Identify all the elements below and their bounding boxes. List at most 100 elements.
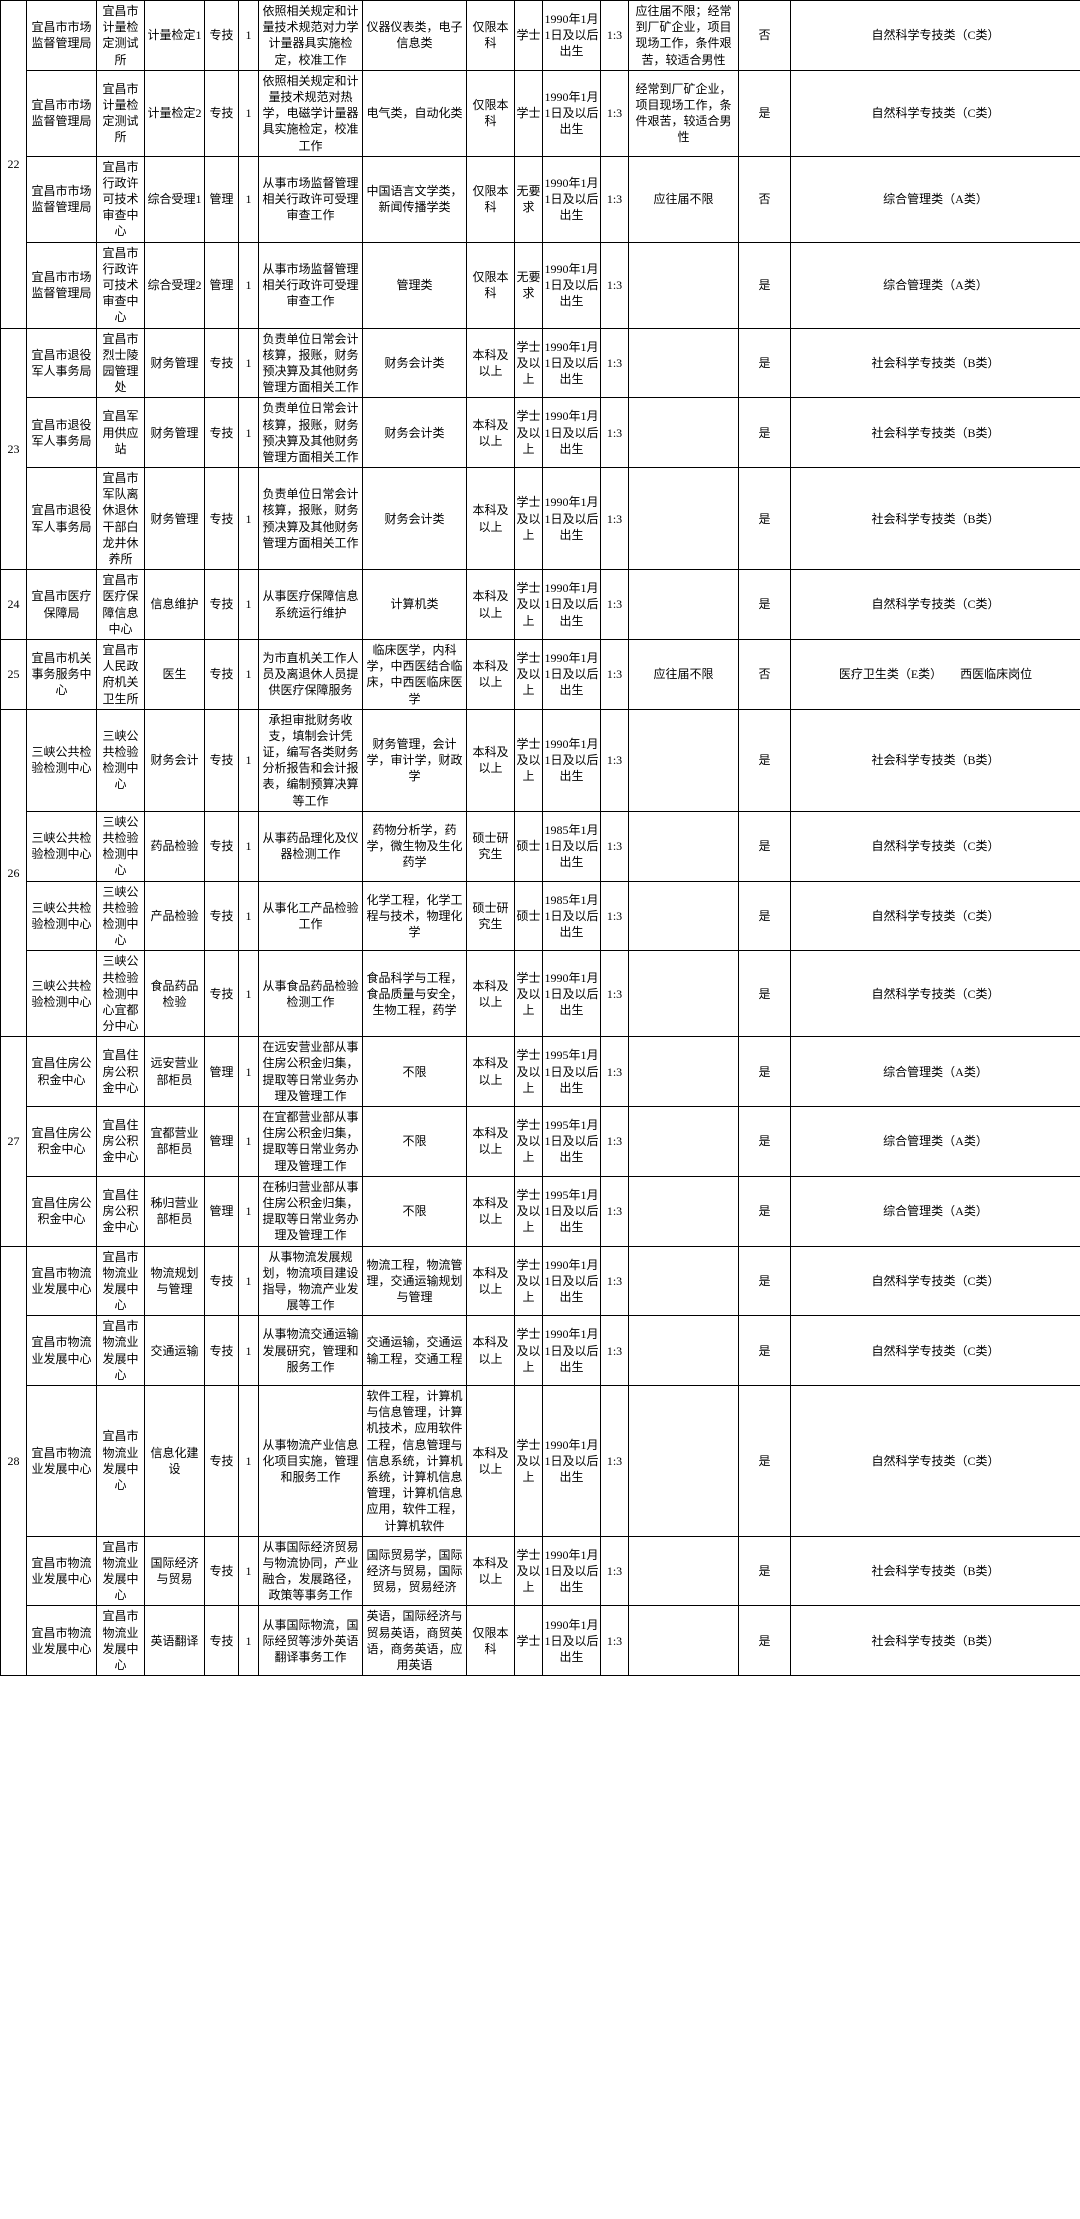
cell-c4: 专技	[205, 951, 239, 1037]
cell-c9: 学士	[515, 70, 543, 156]
cell-c4: 专技	[205, 881, 239, 951]
cell-c1: 宜昌市物流业发展中心	[27, 1606, 97, 1676]
cell-c2: 宜昌市计量检定测试所	[97, 1, 145, 71]
cell-c6: 在远安营业部从事住房公积金归集，提取等日常业务办理及管理工作	[259, 1037, 363, 1107]
cell-c7: 财务会计类	[363, 398, 467, 468]
cell-c11: 1:3	[601, 639, 629, 709]
cell-c5: 1	[239, 156, 259, 242]
cell-c10: 1990年1月1日及以后出生	[543, 1386, 601, 1537]
cell-c8: 仅限本科	[467, 1606, 515, 1676]
cell-c7: 软件工程，计算机与信息管理，计算机技术，应用软件工程，信息管理与信息系统，计算机…	[363, 1386, 467, 1537]
cell-c10: 1990年1月1日及以后出生	[543, 570, 601, 640]
cell-c14: 自然科学专技类（C类）	[791, 811, 1080, 881]
cell-c12: 应往届不限	[629, 639, 739, 709]
table-row: 宜昌市物流业发展中心宜昌市物流业发展中心国际经济与贸易专技1从事国际经济贸易与物…	[1, 1536, 1080, 1606]
cell-c12	[629, 1107, 739, 1177]
cell-c7: 国际贸易学，国际经济与贸易，国际贸易，贸易经济	[363, 1536, 467, 1606]
cell-c8: 本科及以上	[467, 468, 515, 570]
cell-c14: 自然科学专技类（C类）	[791, 70, 1080, 156]
cell-c5: 1	[239, 1107, 259, 1177]
cell-c10: 1990年1月1日及以后出生	[543, 1316, 601, 1386]
cell-c1: 宜昌市物流业发展中心	[27, 1316, 97, 1386]
cell-c2: 宜昌军用供应站	[97, 398, 145, 468]
cell-c5: 1	[239, 1536, 259, 1606]
cell-c8: 本科及以上	[467, 1386, 515, 1537]
cell-c10: 1990年1月1日及以后出生	[543, 1246, 601, 1316]
cell-c11: 1:3	[601, 1606, 629, 1676]
group-number: 28	[1, 1246, 27, 1676]
cell-c10: 1990年1月1日及以后出生	[543, 242, 601, 328]
cell-c12	[629, 1386, 739, 1537]
cell-c1: 宜昌市机关事务服务中心	[27, 639, 97, 709]
cell-c5: 1	[239, 242, 259, 328]
cell-c2: 三峡公共检验检测中心宜都分中心	[97, 951, 145, 1037]
cell-c5: 1	[239, 1606, 259, 1676]
cell-c6: 从事国际经济贸易与物流协同，产业融合，发展路径，政策等事务工作	[259, 1536, 363, 1606]
cell-c1: 宜昌住房公积金中心	[27, 1107, 97, 1177]
cell-c6: 负责单位日常会计核算，报账，财务预决算及其他财务管理方面相关工作	[259, 328, 363, 398]
cell-c2: 宜昌市物流业发展中心	[97, 1606, 145, 1676]
cell-c4: 专技	[205, 709, 239, 811]
cell-c9: 硕士	[515, 811, 543, 881]
table-row: 宜昌市市场监督管理局宜昌市计量检定测试所计量检定2专技1依照相关规定和计量技术规…	[1, 70, 1080, 156]
cell-c10: 1985年1月1日及以后出生	[543, 881, 601, 951]
cell-c13: 是	[739, 1107, 791, 1177]
cell-c14: 综合管理类（A类）	[791, 1037, 1080, 1107]
cell-c9: 学士及以上	[515, 1176, 543, 1246]
cell-c12	[629, 1037, 739, 1107]
cell-c8: 仅限本科	[467, 242, 515, 328]
cell-c5: 1	[239, 398, 259, 468]
cell-c4: 专技	[205, 398, 239, 468]
cell-c2: 宜昌市烈士陵园管理处	[97, 328, 145, 398]
cell-c4: 专技	[205, 328, 239, 398]
cell-c6: 从事物流产业信息化项目实施，管理和服务工作	[259, 1386, 363, 1537]
cell-c13: 是	[739, 811, 791, 881]
cell-c14: 自然科学专技类（C类）	[791, 1246, 1080, 1316]
cell-c11: 1:3	[601, 1037, 629, 1107]
cell-c13: 是	[739, 570, 791, 640]
cell-c2: 三峡公共检验检测中心	[97, 811, 145, 881]
table-row: 27宜昌住房公积金中心宜昌住房公积金中心远安营业部柜员管理1在远安营业部从事住房…	[1, 1037, 1080, 1107]
cell-c3: 综合受理2	[145, 242, 205, 328]
cell-c9: 学士及以上	[515, 1107, 543, 1177]
cell-c13: 是	[739, 1316, 791, 1386]
cell-c12: 经常到厂矿企业，项目现场工作，条件艰苦，较适合男性	[629, 70, 739, 156]
cell-c3: 交通运输	[145, 1316, 205, 1386]
cell-c11: 1:3	[601, 709, 629, 811]
cell-c11: 1:3	[601, 156, 629, 242]
cell-c1: 宜昌市退役军人事务局	[27, 468, 97, 570]
table-row: 宜昌市物流业发展中心宜昌市物流业发展中心交通运输专技1从事物流交通运输发展研究，…	[1, 1316, 1080, 1386]
cell-c7: 中国语言文学类，新闻传播学类	[363, 156, 467, 242]
cell-c13: 是	[739, 70, 791, 156]
cell-c1: 三峡公共检验检测中心	[27, 811, 97, 881]
table-row: 宜昌市市场监督管理局宜昌市行政许可技术审查中心综合受理1管理1从事市场监督管理相…	[1, 156, 1080, 242]
cell-c13: 是	[739, 951, 791, 1037]
cell-c8: 本科及以上	[467, 570, 515, 640]
cell-c14: 社会科学专技类（B类）	[791, 709, 1080, 811]
cell-c8: 硕士研究生	[467, 881, 515, 951]
cell-c7: 化学工程，化学工程与技术，物理化学	[363, 881, 467, 951]
cell-c12: 应往届不限；经常到厂矿企业，项目现场工作，条件艰苦，较适合男性	[629, 1, 739, 71]
cell-c12	[629, 398, 739, 468]
cell-c13: 是	[739, 468, 791, 570]
cell-c10: 1995年1月1日及以后出生	[543, 1037, 601, 1107]
cell-c12	[629, 1316, 739, 1386]
cell-c11: 1:3	[601, 468, 629, 570]
cell-c14: 综合管理类（A类）	[791, 1107, 1080, 1177]
cell-c10: 1990年1月1日及以后出生	[543, 1606, 601, 1676]
cell-c6: 为市直机关工作人员及离退休人员提供医疗保障服务	[259, 639, 363, 709]
cell-c3: 计量检定2	[145, 70, 205, 156]
cell-c4: 专技	[205, 570, 239, 640]
cell-c3: 国际经济与贸易	[145, 1536, 205, 1606]
table-body: 22宜昌市市场监督管理局宜昌市计量检定测试所计量检定1专技1依照相关规定和计量技…	[1, 1, 1080, 1676]
cell-c13: 否	[739, 639, 791, 709]
cell-c1: 宜昌市市场监督管理局	[27, 1, 97, 71]
cell-c12	[629, 570, 739, 640]
cell-c5: 1	[239, 1246, 259, 1316]
cell-c5: 1	[239, 70, 259, 156]
cell-c3: 宜都营业部柜员	[145, 1107, 205, 1177]
cell-c4: 专技	[205, 1246, 239, 1316]
cell-c10: 1985年1月1日及以后出生	[543, 811, 601, 881]
cell-c7: 临床医学，内科学，中西医结合临床，中西医临床医学	[363, 639, 467, 709]
cell-c5: 1	[239, 951, 259, 1037]
